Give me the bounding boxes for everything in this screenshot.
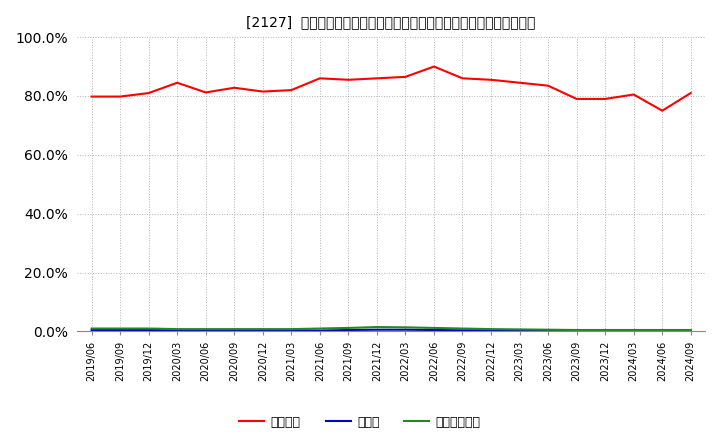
のれん [516, 328, 524, 333]
自己資本 [572, 96, 581, 102]
繰延税金資産 [116, 326, 125, 331]
自己資本 [258, 89, 267, 94]
のれん [658, 328, 667, 334]
繰延税金資産 [516, 327, 524, 332]
のれん [572, 328, 581, 334]
繰延税金資産 [401, 325, 410, 330]
繰延税金資産 [287, 326, 296, 332]
繰延税金資産 [458, 326, 467, 331]
繰延税金資産 [686, 327, 695, 333]
Legend: 自己資本, のれん, 繰延税金資産: 自己資本, のれん, 繰延税金資産 [235, 411, 485, 434]
自己資本 [173, 80, 181, 85]
自己資本 [202, 90, 210, 95]
自己資本 [116, 94, 125, 99]
のれん [629, 328, 638, 334]
のれん [372, 327, 381, 332]
のれん [202, 328, 210, 333]
自己資本 [144, 90, 153, 95]
自己資本 [401, 74, 410, 80]
繰延税金資産 [87, 326, 96, 331]
のれん [344, 327, 353, 333]
Line: のれん: のれん [91, 330, 690, 331]
繰延税金資産 [629, 327, 638, 333]
自己資本 [544, 83, 552, 88]
のれん [173, 328, 181, 333]
繰延税金資産 [372, 324, 381, 330]
Line: 繰延税金資産: 繰延税金資産 [91, 327, 690, 330]
のれん [458, 328, 467, 333]
繰延税金資産 [600, 327, 609, 333]
繰延税金資産 [487, 326, 495, 332]
のれん [230, 328, 238, 333]
自己資本 [230, 85, 238, 90]
のれん [315, 328, 324, 333]
自己資本 [516, 80, 524, 85]
のれん [116, 327, 125, 333]
のれん [430, 327, 438, 333]
のれん [258, 328, 267, 333]
繰延税金資産 [544, 327, 552, 332]
繰延税金資産 [315, 326, 324, 331]
自己資本 [315, 76, 324, 81]
繰延税金資産 [230, 326, 238, 332]
繰延税金資産 [144, 326, 153, 331]
自己資本 [600, 96, 609, 102]
自己資本 [430, 64, 438, 69]
Line: 自己資本: 自己資本 [91, 66, 690, 111]
繰延税金資産 [572, 327, 581, 333]
のれん [686, 328, 695, 334]
のれん [487, 328, 495, 333]
のれん [87, 327, 96, 333]
自己資本 [658, 108, 667, 114]
自己資本 [487, 77, 495, 82]
のれん [144, 327, 153, 333]
繰延税金資産 [173, 326, 181, 332]
繰延税金資産 [202, 326, 210, 332]
繰延税金資産 [258, 326, 267, 332]
Title: [2127]  自己資本、のれん、繰延税金資産の総資産に対する比率の推移: [2127] 自己資本、のれん、繰延税金資産の総資産に対する比率の推移 [246, 15, 536, 29]
自己資本 [372, 76, 381, 81]
自己資本 [344, 77, 353, 82]
のれん [401, 327, 410, 332]
自己資本 [287, 88, 296, 93]
自己資本 [686, 90, 695, 95]
のれん [544, 328, 552, 333]
自己資本 [629, 92, 638, 97]
自己資本 [458, 76, 467, 81]
繰延税金資産 [430, 325, 438, 330]
のれん [287, 328, 296, 333]
のれん [600, 328, 609, 334]
自己資本 [87, 94, 96, 99]
繰延税金資産 [658, 327, 667, 333]
繰延税金資産 [344, 325, 353, 330]
